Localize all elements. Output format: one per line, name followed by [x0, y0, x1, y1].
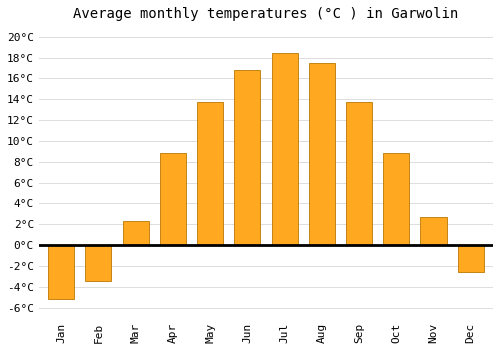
Bar — [86, 245, 112, 281]
Bar — [272, 53, 297, 245]
Bar — [48, 245, 74, 299]
Title: Average monthly temperatures (°C ) in Garwolin: Average monthly temperatures (°C ) in Ga… — [74, 7, 458, 21]
Bar — [160, 153, 186, 245]
Bar — [197, 102, 223, 245]
Bar — [308, 63, 335, 245]
Bar — [122, 221, 148, 245]
Bar — [383, 153, 409, 245]
Bar — [234, 70, 260, 245]
Bar — [458, 245, 483, 272]
Bar — [346, 102, 372, 245]
Bar — [420, 217, 446, 245]
